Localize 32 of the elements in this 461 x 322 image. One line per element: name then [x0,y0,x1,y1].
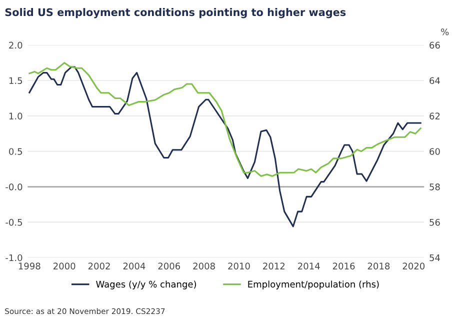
legend-label: Wages (y/y % change) [96,280,196,290]
y2-tick-label: 60 [430,148,440,155]
y2-tick-label: 64 [430,77,440,84]
x-tick-label: 2002 [88,262,110,270]
x-tick-label: 2018 [368,262,390,270]
x-tick-label: 2004 [123,262,146,270]
y2-tick-label: 66 [430,42,440,49]
legend-label: Employment/population (rhs) [248,280,379,290]
x-tick-label: 2010 [228,262,250,270]
x-tick-label: 2008 [193,262,215,270]
y2-tick-label: 62 [430,112,440,120]
x-tick-label: 1998 [18,262,40,270]
line-series [28,66,422,228]
x-tick-label: 2020 [402,262,425,270]
y-tick-label: -0.0 [6,183,22,190]
y2-tick-label: 54 [430,254,440,262]
y-tick-label: 1.0 [9,112,22,120]
y2-tick-label: 56 [430,218,440,226]
y-tick-label: -1.0 [6,254,22,262]
y-tick-label: 0.5 [9,148,22,155]
line-series [28,62,422,177]
y2-axis-title: % [441,28,449,36]
chart-title: Solid US employment conditions pointing to higher wages [5,8,346,18]
y-tick-label: -0.5 [6,218,22,226]
y-tick-label: 1.5 [9,77,22,84]
y2-tick-label: 58 [430,183,440,190]
x-tick-label: 2012 [263,262,284,270]
x-tick-label: 2006 [158,262,180,270]
x-tick-label: 2014 [298,262,320,270]
x-tick-label: 2000 [54,262,76,270]
x-tick-label: 2016 [332,262,355,270]
y-tick-label: 2.0 [9,42,22,49]
